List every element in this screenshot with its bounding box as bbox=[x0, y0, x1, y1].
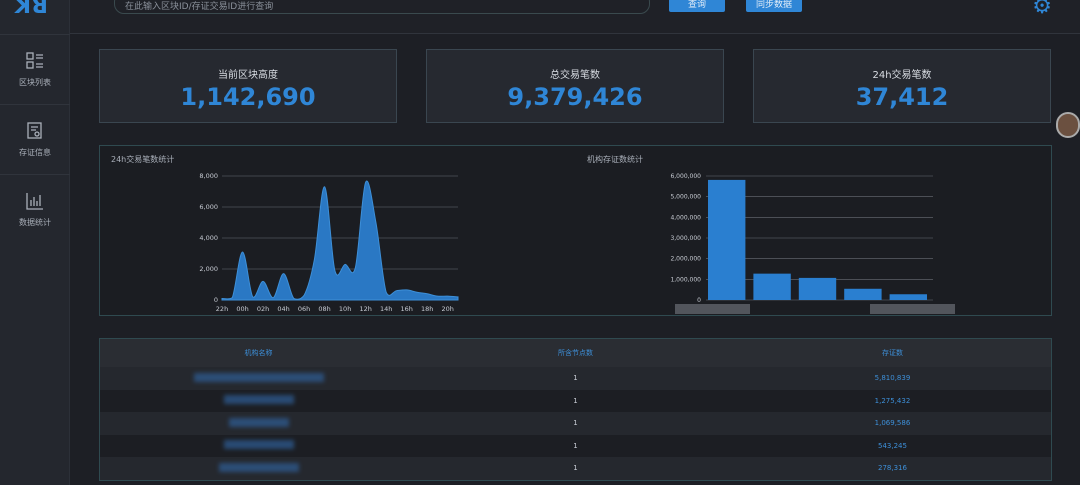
y-tick-label: 2,000 bbox=[199, 265, 218, 273]
node-count: 1 bbox=[573, 396, 578, 405]
cert-count: 543,245 bbox=[878, 441, 907, 450]
y-tick-label: 6,000,000 bbox=[670, 173, 701, 180]
y-tick-label: 5,000,000 bbox=[670, 194, 701, 201]
node-count: 1 bbox=[573, 374, 578, 383]
stat-card-block-height: 当前区块高度 1,142,690 bbox=[99, 49, 397, 123]
sidebar-item-statistics[interactable]: 数据统计 bbox=[0, 174, 70, 244]
charts-panel: 24h交易笔数统计 机构存证数统计 0 2,000 4,000 6,000 8,000 2… bbox=[99, 145, 1052, 316]
header: 在此输入区块ID/存证交易ID进行查询 查询 同步数据 ⚙ bbox=[70, 0, 1080, 34]
charts-svg: 0 2,000 4,000 6,000 8,000 22h 00h 02h 04h 06h 08h 1… bbox=[199, 172, 955, 314]
bar[interactable] bbox=[889, 294, 927, 300]
x-tick-label: 02h bbox=[257, 305, 269, 313]
col-nodes[interactable]: 所含节点数 bbox=[558, 349, 593, 357]
y-tick-label: 4,000,000 bbox=[670, 214, 701, 221]
org-name bbox=[100, 440, 417, 451]
bar-chart-icon bbox=[26, 193, 43, 210]
col-org-name[interactable]: 机构名称 bbox=[244, 349, 273, 357]
list-icon bbox=[26, 52, 43, 69]
area-series bbox=[221, 180, 459, 301]
x-tick-label: 04h bbox=[277, 305, 289, 313]
x-tick-label: 18h bbox=[421, 305, 433, 313]
cert-count: 1,275,432 bbox=[874, 396, 911, 405]
org-name bbox=[100, 462, 417, 474]
sidebar: ꓘꓤ 区块列表 存证信息 数据统计 bbox=[0, 0, 70, 485]
avatar[interactable] bbox=[1056, 112, 1080, 138]
logo: ꓘꓤ bbox=[14, 0, 48, 19]
node-count: 1 bbox=[573, 464, 578, 473]
cert-count: 5,810,839 bbox=[874, 374, 911, 383]
x-tick-label: 10h bbox=[339, 305, 351, 313]
node-count: 1 bbox=[573, 419, 578, 428]
x-tick-label: 12h bbox=[359, 305, 371, 313]
sidebar-item-block-list[interactable]: 区块列表 bbox=[0, 34, 70, 104]
x-tick-label: 08h bbox=[318, 305, 330, 313]
gear-icon[interactable]: ⚙ bbox=[1032, 0, 1052, 19]
cert-count: 278,316 bbox=[878, 464, 907, 473]
blurred-category-label bbox=[675, 304, 750, 314]
x-tick-label: 06h bbox=[298, 305, 310, 313]
org-name bbox=[100, 395, 417, 406]
y-tick-label: 2,000,000 bbox=[670, 256, 701, 263]
stat-card-total-tx: 总交易笔数 9,379,426 bbox=[426, 49, 724, 123]
bar-chart-title: 机构存证数统计 bbox=[587, 155, 643, 164]
y-tick-label: 3,000,000 bbox=[670, 235, 701, 242]
bar[interactable] bbox=[753, 273, 791, 300]
x-tick-label: 00h bbox=[236, 305, 248, 313]
area-chart-title: 24h交易笔数统计 bbox=[111, 155, 175, 164]
y-tick-label: 1,000,000 bbox=[670, 276, 701, 283]
blurred-category-label bbox=[870, 304, 955, 314]
org-name bbox=[100, 417, 417, 429]
certificate-icon bbox=[27, 122, 42, 139]
org-name bbox=[100, 372, 417, 384]
table-header: 机构名称 所含节点数 存证数 bbox=[100, 339, 1051, 367]
y-tick-label: 8,000 bbox=[199, 172, 218, 180]
node-count: 1 bbox=[573, 441, 578, 450]
table-row[interactable]: 1 278,316 bbox=[100, 457, 1051, 480]
bar[interactable] bbox=[708, 179, 746, 300]
org-table: 机构名称 所含节点数 存证数 1 5,810,839 1 1,275,432 1 1,06… bbox=[99, 338, 1052, 481]
y-tick-label: 0 bbox=[214, 296, 218, 304]
y-tick-label: 0 bbox=[697, 297, 701, 304]
x-tick-label: 14h bbox=[380, 305, 392, 313]
table-row[interactable]: 1 543,245 bbox=[100, 434, 1051, 457]
x-tick-label: 22h bbox=[216, 305, 228, 313]
sidebar-item-certificates[interactable]: 存证信息 bbox=[0, 104, 70, 174]
cert-count: 1,069,586 bbox=[874, 419, 911, 428]
x-tick-label: 20h bbox=[442, 305, 454, 313]
x-tick-label: 16h bbox=[401, 305, 413, 313]
y-tick-label: 4,000 bbox=[199, 234, 218, 242]
table-row[interactable]: 1 5,810,839 bbox=[100, 367, 1051, 390]
col-count[interactable]: 存证数 bbox=[882, 349, 903, 357]
table-row[interactable]: 1 1,275,432 bbox=[100, 389, 1051, 412]
sync-button[interactable]: 同步数据 bbox=[746, 0, 802, 12]
bar[interactable] bbox=[844, 288, 882, 300]
stat-card-24h-tx: 24h交易笔数 37,412 bbox=[753, 49, 1051, 123]
y-tick-label: 6,000 bbox=[199, 203, 218, 211]
query-button[interactable]: 查询 bbox=[669, 0, 725, 12]
search-input[interactable]: 在此输入区块ID/存证交易ID进行查询 bbox=[114, 0, 650, 14]
table-row[interactable]: 1 1,069,586 bbox=[100, 412, 1051, 435]
bar[interactable] bbox=[798, 277, 837, 300]
